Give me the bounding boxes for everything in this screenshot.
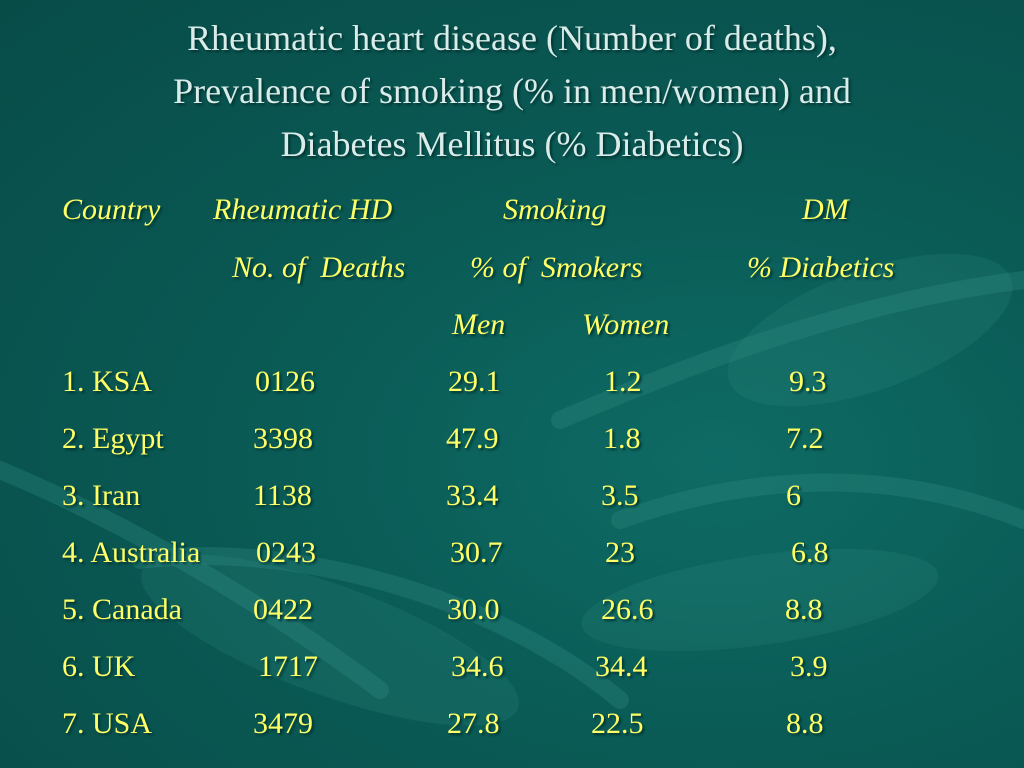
women-smoking-cell: 1.2 xyxy=(604,365,642,398)
women-smoking-cell: 22.5 xyxy=(591,707,644,740)
header-percent-smokers: % of Smokers xyxy=(470,251,643,284)
men-smoking-cell: 29.1 xyxy=(448,365,501,398)
header-dm: DM xyxy=(802,193,849,226)
header-smoking: Smoking xyxy=(503,193,607,226)
deaths-cell: 0422 xyxy=(253,593,313,626)
women-smoking-cell: 23 xyxy=(605,536,635,569)
men-smoking-cell: 47.9 xyxy=(446,422,499,455)
diabetics-cell: 8.8 xyxy=(785,593,823,626)
deaths-cell: 3479 xyxy=(253,707,313,740)
diabetics-cell: 3.9 xyxy=(790,650,828,683)
diabetics-cell: 8.8 xyxy=(786,707,824,740)
diabetics-cell: 6.8 xyxy=(791,536,829,569)
diabetics-cell: 9.3 xyxy=(789,365,827,398)
deaths-cell: 1717 xyxy=(258,650,318,683)
header-no-of-deaths: No. of Deaths xyxy=(232,251,406,284)
header-rheumatic-hd: Rheumatic HD xyxy=(213,193,393,226)
deaths-cell: 0243 xyxy=(256,536,316,569)
country-cell: 2. Egypt xyxy=(62,422,164,455)
deaths-cell: 3398 xyxy=(253,422,313,455)
country-cell: 4. Australia xyxy=(62,536,201,569)
header-men: Men xyxy=(452,308,506,341)
title-line-1: Rheumatic heart disease (Number of death… xyxy=(187,18,837,58)
diabetics-cell: 6 xyxy=(786,479,801,512)
women-smoking-cell: 26.6 xyxy=(601,593,654,626)
title-line-2: Prevalence of smoking (% in men/women) a… xyxy=(173,71,851,111)
country-cell: 1. KSA xyxy=(62,365,153,398)
men-smoking-cell: 27.8 xyxy=(447,707,500,740)
women-smoking-cell: 34.4 xyxy=(595,650,648,683)
men-smoking-cell: 33.4 xyxy=(446,479,499,512)
women-smoking-cell: 1.8 xyxy=(603,422,641,455)
country-cell: 3. Iran xyxy=(62,479,141,512)
country-cell: 5. Canada xyxy=(62,593,182,626)
deaths-cell: 0126 xyxy=(255,365,315,398)
header-percent-diabetics: % Diabetics xyxy=(747,251,895,284)
men-smoking-cell: 30.7 xyxy=(450,536,503,569)
diabetics-cell: 7.2 xyxy=(786,422,824,455)
slide-title: Rheumatic heart disease (Number of death… xyxy=(40,12,984,171)
title-line-3: Diabetes Mellitus (% Diabetics) xyxy=(280,124,744,164)
men-smoking-cell: 34.6 xyxy=(451,650,504,683)
men-smoking-cell: 30.0 xyxy=(447,593,500,626)
country-cell: 7. USA xyxy=(62,707,153,740)
header-women: Women xyxy=(582,308,670,341)
header-country: Country xyxy=(62,193,161,226)
deaths-cell: 1138 xyxy=(253,479,312,512)
women-smoking-cell: 3.5 xyxy=(601,479,639,512)
country-cell: 6. UK xyxy=(62,650,136,683)
